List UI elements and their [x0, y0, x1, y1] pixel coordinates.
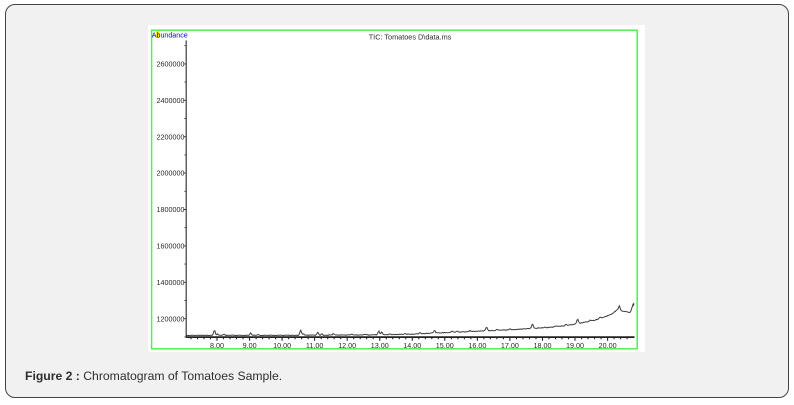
- svg-text:10.00: 10.00: [273, 341, 291, 350]
- svg-text:18.00: 18.00: [534, 341, 552, 350]
- svg-text:11.00: 11.00: [306, 341, 323, 350]
- svg-text:2000000: 2000000: [157, 169, 185, 178]
- svg-text:13.00: 13.00: [371, 341, 389, 350]
- svg-text:Abundance: Abundance: [152, 32, 188, 40]
- svg-text:1800000: 1800000: [157, 205, 185, 214]
- svg-text:1600000: 1600000: [157, 242, 185, 251]
- svg-text:12.00: 12.00: [338, 341, 356, 350]
- svg-text:8.00: 8.00: [210, 341, 224, 350]
- svg-text:16.00: 16.00: [468, 341, 486, 350]
- svg-text:14.00: 14.00: [403, 341, 421, 350]
- svg-text:19.00: 19.00: [566, 341, 584, 350]
- svg-text:2600000: 2600000: [157, 60, 185, 69]
- svg-text:TIC: Tomatoes D\data.ms: TIC: Tomatoes D\data.ms: [369, 32, 452, 41]
- svg-text:9.00: 9.00: [243, 341, 257, 350]
- svg-text:20.00: 20.00: [599, 341, 617, 350]
- svg-text:2400000: 2400000: [157, 96, 185, 105]
- svg-text:2200000: 2200000: [157, 132, 185, 141]
- svg-text:1400000: 1400000: [157, 278, 185, 287]
- svg-text:15.00: 15.00: [436, 341, 454, 350]
- svg-text:1200000: 1200000: [157, 314, 185, 323]
- svg-text:17.00: 17.00: [501, 341, 519, 350]
